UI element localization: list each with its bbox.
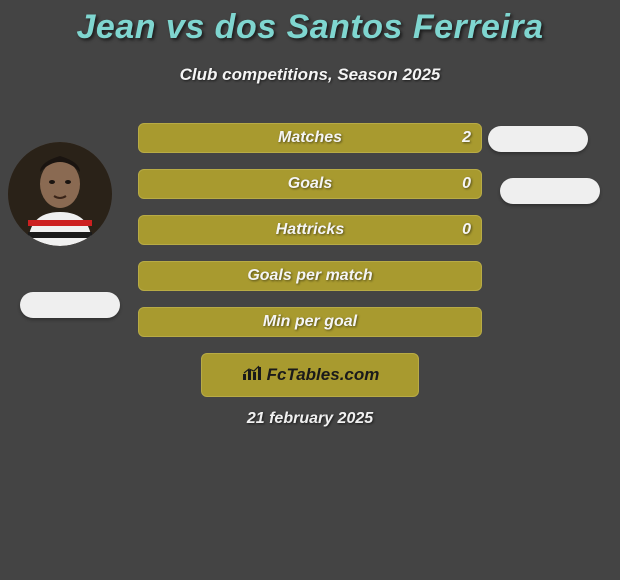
pill-top-right-1 — [488, 126, 588, 152]
stat-label: Goals — [288, 175, 332, 193]
stat-bar-goals-per-match: Goals per match — [138, 261, 482, 291]
subtitle: Club competitions, Season 2025 — [0, 65, 620, 85]
source-badge: FcTables.com — [201, 353, 419, 397]
chart-icon — [241, 364, 263, 387]
stat-bar-min-per-goal: Min per goal — [138, 307, 482, 337]
stat-value: 2 — [462, 129, 471, 147]
date-label: 21 february 2025 — [0, 410, 620, 428]
stat-bar-hattricks: Hattricks 0 — [138, 215, 482, 245]
stat-label: Goals per match — [247, 267, 372, 285]
stat-value: 0 — [462, 175, 471, 193]
stat-label: Min per goal — [263, 313, 357, 331]
pill-bottom-left — [20, 292, 120, 318]
stats-bars: Matches 2 Goals 0 Hattricks 0 Goals per … — [138, 123, 482, 353]
stat-bar-goals: Goals 0 — [138, 169, 482, 199]
stat-label: Hattricks — [276, 221, 344, 239]
player-left-avatar — [8, 142, 112, 246]
pill-top-right-2 — [500, 178, 600, 204]
stat-value: 0 — [462, 221, 471, 239]
stat-bar-matches: Matches 2 — [138, 123, 482, 153]
badge-text: FcTables.com — [267, 365, 380, 385]
stat-label: Matches — [278, 129, 342, 147]
page-title: Jean vs dos Santos Ferreira — [0, 0, 620, 47]
